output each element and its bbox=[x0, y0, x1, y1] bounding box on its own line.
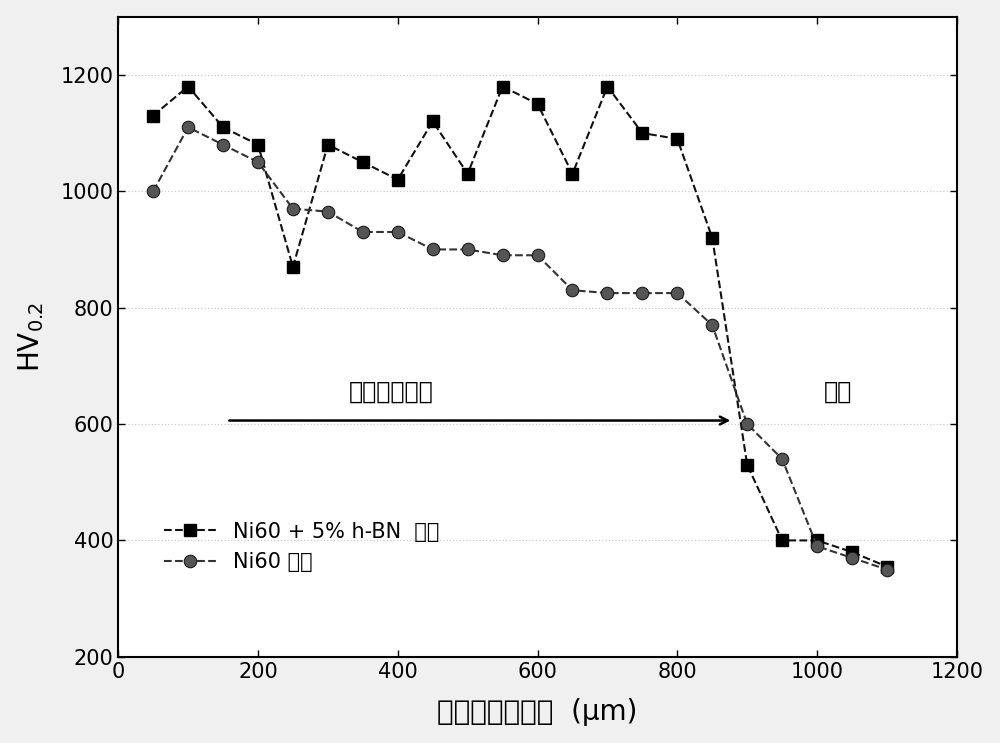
Ni60 涂层 bbox=[846, 554, 858, 562]
Ni60 涂层 bbox=[287, 204, 299, 213]
Ni60 + 5% h-BN  涂层 bbox=[427, 117, 439, 126]
Ni60 + 5% h-BN  涂层 bbox=[147, 111, 159, 120]
Ni60 + 5% h-BN  涂层 bbox=[671, 134, 683, 143]
Ni60 + 5% h-BN  涂层 bbox=[287, 262, 299, 271]
Ni60 涂层 bbox=[706, 321, 718, 330]
Legend: Ni60 + 5% h-BN  涂层, Ni60 涂层: Ni60 + 5% h-BN 涂层, Ni60 涂层 bbox=[154, 511, 450, 583]
Ni60 涂层 bbox=[252, 158, 264, 166]
Ni60 + 5% h-BN  涂层 bbox=[252, 140, 264, 149]
Ni60 涂层 bbox=[532, 251, 544, 260]
Ni60 + 5% h-BN  涂层 bbox=[811, 536, 823, 545]
Line: Ni60 涂层: Ni60 涂层 bbox=[147, 121, 893, 576]
Ni60 + 5% h-BN  涂层 bbox=[217, 123, 229, 132]
X-axis label: 离涂层面的距离  (μm): 离涂层面的距离 (μm) bbox=[437, 698, 638, 727]
Ni60 涂层 bbox=[741, 420, 753, 429]
Ni60 涂层 bbox=[182, 123, 194, 132]
Ni60 + 5% h-BN  涂层 bbox=[532, 100, 544, 108]
Ni60 涂层 bbox=[147, 186, 159, 195]
Ni60 + 5% h-BN  涂层 bbox=[636, 129, 648, 137]
Ni60 + 5% h-BN  涂层 bbox=[182, 82, 194, 91]
Ni60 涂层 bbox=[601, 288, 613, 297]
Ni60 + 5% h-BN  涂层 bbox=[881, 562, 893, 571]
Ni60 涂层 bbox=[217, 140, 229, 149]
Ni60 涂层 bbox=[392, 227, 404, 236]
Ni60 涂层 bbox=[776, 455, 788, 464]
Ni60 涂层 bbox=[427, 245, 439, 254]
Ni60 涂层 bbox=[462, 245, 474, 254]
Ni60 + 5% h-BN  涂层 bbox=[741, 461, 753, 470]
Ni60 + 5% h-BN  涂层 bbox=[462, 169, 474, 178]
Ni60 涂层 bbox=[811, 542, 823, 551]
Ni60 + 5% h-BN  涂层 bbox=[566, 169, 578, 178]
Ni60 + 5% h-BN  涂层 bbox=[846, 548, 858, 557]
Y-axis label: $\mathregular{HV_{0.2}}$: $\mathregular{HV_{0.2}}$ bbox=[17, 302, 46, 372]
Ni60 涂层 bbox=[566, 286, 578, 295]
Ni60 涂层 bbox=[671, 288, 683, 297]
Ni60 涂层 bbox=[357, 227, 369, 236]
Ni60 + 5% h-BN  涂层 bbox=[357, 158, 369, 166]
Ni60 涂层 bbox=[322, 207, 334, 216]
Ni60 涂层 bbox=[497, 251, 509, 260]
Text: 基体: 基体 bbox=[824, 380, 852, 404]
Ni60 涂层 bbox=[636, 288, 648, 297]
Ni60 + 5% h-BN  涂层 bbox=[706, 233, 718, 242]
Ni60 涂层 bbox=[881, 565, 893, 574]
Ni60 + 5% h-BN  涂层 bbox=[392, 175, 404, 184]
Text: 激光熔覆涂层: 激光熔覆涂层 bbox=[348, 380, 433, 403]
Ni60 + 5% h-BN  涂层 bbox=[322, 140, 334, 149]
Line: Ni60 + 5% h-BN  涂层: Ni60 + 5% h-BN 涂层 bbox=[148, 81, 893, 572]
Ni60 + 5% h-BN  涂层 bbox=[601, 82, 613, 91]
Ni60 + 5% h-BN  涂层 bbox=[497, 82, 509, 91]
Ni60 + 5% h-BN  涂层 bbox=[776, 536, 788, 545]
